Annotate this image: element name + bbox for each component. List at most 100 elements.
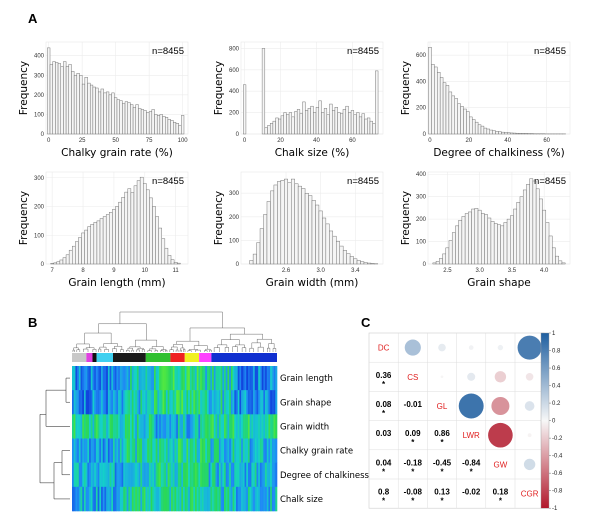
- heatmap-cell: [142, 366, 145, 391]
- heatmap-cell: [242, 462, 245, 488]
- heatmap-cell: [236, 390, 239, 415]
- heatmap-cell: [119, 462, 122, 488]
- heatmap-cell: [230, 390, 233, 415]
- heatmap-cell: [121, 414, 124, 439]
- heatmap-cell: [263, 462, 266, 488]
- heatmap-cell: [177, 462, 180, 488]
- heatmap-cell: [109, 390, 112, 415]
- heatmap-cell: [239, 366, 242, 391]
- heatmap-cell: [101, 438, 104, 463]
- heatmap-cell: [114, 438, 117, 463]
- heatmap-cell: [246, 438, 249, 463]
- heatmap-cell: [249, 366, 252, 391]
- heatmap-cell: [256, 462, 259, 488]
- heatmap-cell: [101, 390, 104, 415]
- heatmap-cell: [222, 486, 225, 512]
- heatmap-cell: [165, 462, 168, 488]
- histogram-bar: [326, 114, 330, 135]
- heatmap-cell: [109, 414, 112, 439]
- histogram-bar: [68, 64, 72, 135]
- histogram-bar: [497, 224, 501, 265]
- correlation-circle: [524, 401, 535, 411]
- histogram-bar: [84, 229, 88, 265]
- histogram-bar: [356, 260, 361, 265]
- y-tick-label: 0: [423, 132, 427, 138]
- heatmap-cell: [244, 438, 247, 463]
- heatmap-cell: [224, 486, 227, 512]
- heatmap-cell: [95, 390, 98, 415]
- histogram-bar: [167, 255, 172, 265]
- heatmap-cell: [253, 366, 256, 391]
- heatmap-cell: [128, 438, 131, 463]
- heatmap-cell: [150, 414, 153, 439]
- heatmap-cell: [172, 438, 175, 463]
- heatmap-cell: [271, 366, 274, 391]
- heatmap-cell: [164, 486, 167, 512]
- histogram-bar: [53, 262, 58, 265]
- heatmap-cell: [229, 486, 232, 512]
- heatmap-cell: [206, 366, 209, 391]
- heatmap-cell: [230, 438, 233, 463]
- heatmap-cell: [254, 366, 257, 391]
- heatmap-cell: [179, 366, 182, 391]
- heatmap-cell: [106, 414, 109, 439]
- heatmap-cell: [208, 390, 211, 415]
- heatmap-cell: [97, 366, 100, 391]
- heatmap-cell: [225, 390, 228, 415]
- heatmap-cell: [273, 486, 276, 512]
- heatmap-cell: [259, 390, 262, 415]
- heatmap-cell: [203, 366, 206, 391]
- heatmap-cell: [218, 462, 221, 488]
- heatmap-cell: [188, 390, 191, 415]
- heatmap-cell: [87, 486, 90, 512]
- heatmap-cell: [266, 486, 269, 512]
- heatmap-cell: [135, 366, 138, 391]
- heatmap-cell: [268, 486, 271, 512]
- x-tick-label: 8: [81, 268, 85, 274]
- heatmap-cell: [167, 414, 170, 439]
- correlation-value: 0.86: [434, 429, 450, 438]
- heatmap-cell: [72, 486, 75, 512]
- heatmap-cell: [92, 390, 95, 415]
- x-tick-label: 2.5: [443, 268, 452, 274]
- heatmap-cell: [121, 486, 124, 512]
- correlation-value: 0.04: [376, 458, 392, 467]
- heatmap-cell: [155, 462, 158, 488]
- heatmap-cell: [183, 486, 186, 512]
- heatmap-cell: [265, 462, 268, 488]
- heatmap-cell: [157, 486, 160, 512]
- histogram-bar: [280, 180, 285, 265]
- heatmap-cell: [241, 390, 244, 415]
- heatmap-cell: [176, 366, 179, 391]
- heatmap-cell: [259, 486, 262, 512]
- correlation-value: -0.84: [462, 458, 481, 467]
- colorbar-tick-label: -1: [552, 506, 558, 512]
- heatmap-cell: [138, 462, 141, 488]
- heatmap-cell: [77, 366, 80, 391]
- significance-star: *: [382, 380, 386, 389]
- heatmap-cell: [128, 462, 131, 488]
- heatmap-cell: [261, 390, 264, 415]
- heatmap-cell: [131, 390, 134, 415]
- x-axis-label: Grain shape: [467, 277, 530, 289]
- histogram-bar: [47, 47, 51, 135]
- significance-star: *: [440, 497, 444, 506]
- heatmap-cell: [249, 414, 252, 439]
- significance-star: *: [470, 467, 474, 476]
- histogram-bar: [474, 121, 479, 135]
- histogram-bar: [119, 100, 123, 135]
- heatmap-cell: [95, 366, 98, 391]
- histogram-bar: [552, 247, 556, 265]
- heatmap-cell: [181, 486, 184, 512]
- heatmap-cell: [72, 462, 75, 488]
- heatmap-cell: [167, 438, 170, 463]
- heatmap-cell: [225, 486, 228, 512]
- histogram-bar: [127, 188, 132, 265]
- heatmap-cell: [222, 390, 225, 415]
- heatmap-cell: [251, 486, 254, 512]
- heatmap-cell: [195, 366, 198, 391]
- histogram-bar: [434, 66, 438, 135]
- heatmap-cell: [118, 390, 121, 415]
- heatmap-cell: [95, 486, 98, 512]
- variable-label: LWR: [463, 431, 480, 440]
